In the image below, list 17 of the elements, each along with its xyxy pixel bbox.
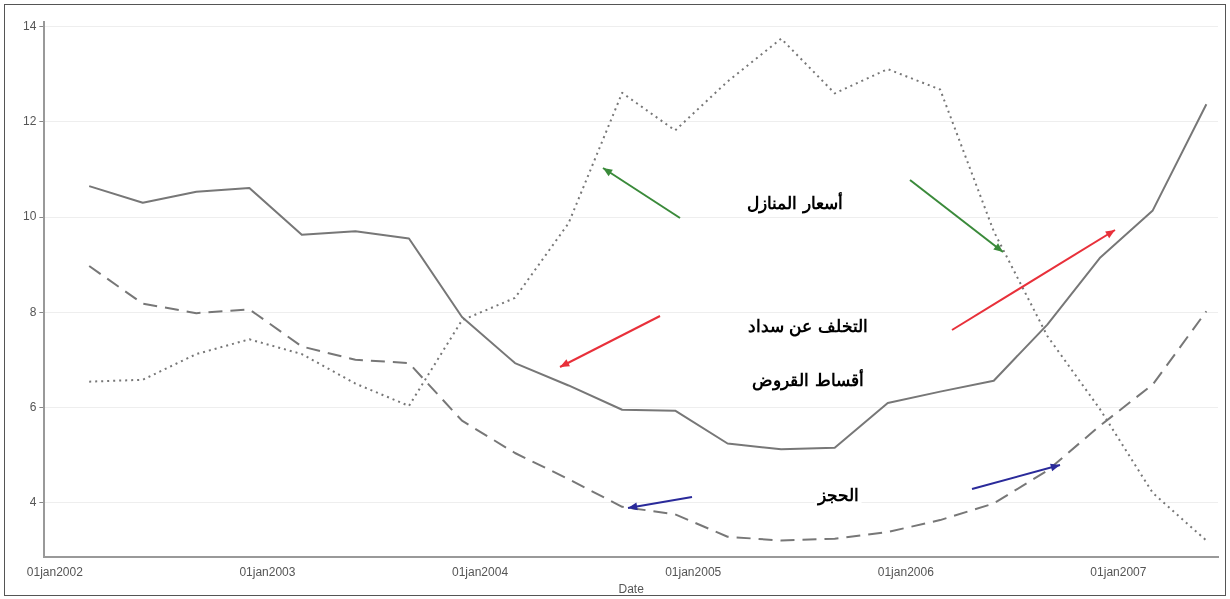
x-tick-label: 01jan2004 [451,564,509,579]
text: التخلف عن سداد أقساط القروض [747,316,869,391]
y-tick-label: 6 [29,399,37,414]
y-tick-label: 10 [22,209,37,224]
annotation: الحجز [815,485,859,507]
y-tick-label: 12 [22,114,37,129]
line-series [88,37,1208,542]
y-tick-label: 8 [29,304,37,319]
annotation: أسعار المنازل [747,191,843,215]
x-tick-label: 01jan2005 [665,564,722,579]
y-tick-label: 4 [29,494,37,509]
x-tick-label: 01jan2002 [26,564,84,579]
x-axis-title: Date [618,582,645,597]
x-tick-label: 01jan2003 [239,564,296,579]
x-tick-label: 01jan2007 [1090,564,1147,579]
y-tick-label: 14 [22,19,37,34]
x-tick-label: 01jan2006 [877,564,935,579]
